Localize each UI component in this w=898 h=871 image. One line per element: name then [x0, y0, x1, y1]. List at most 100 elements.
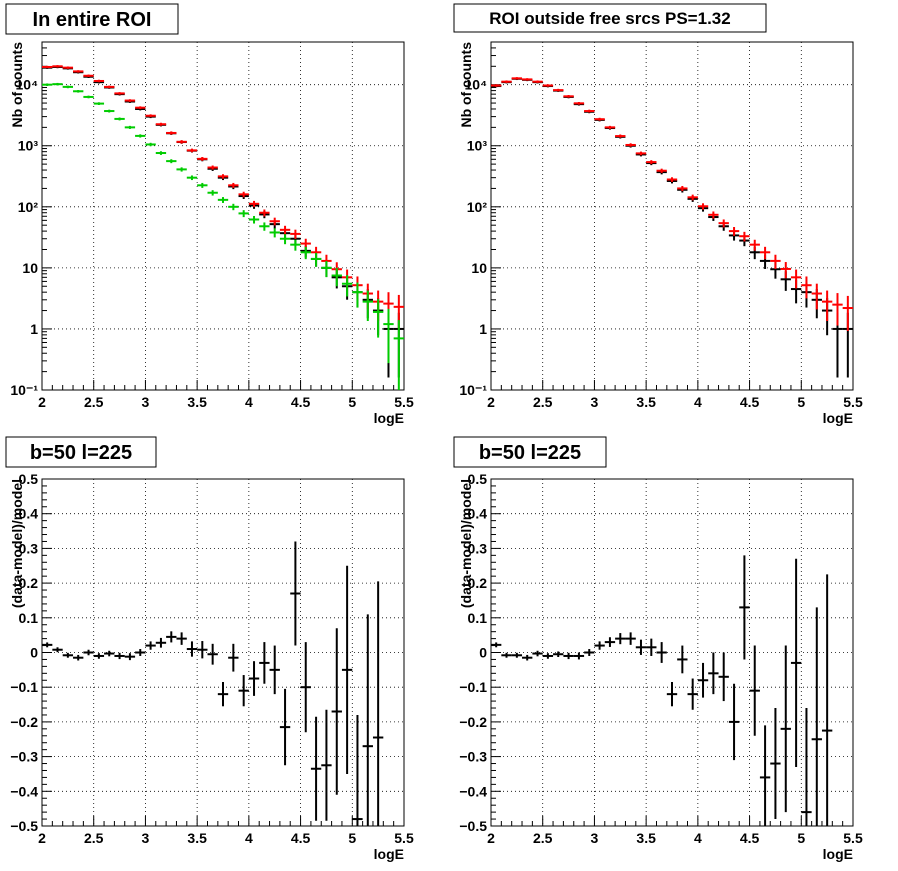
- data-point: [135, 649, 146, 656]
- data-point: [780, 645, 791, 813]
- data-point: [341, 275, 353, 297]
- y-tick-label: 10⁴: [465, 77, 488, 93]
- data-point: [300, 246, 311, 260]
- data-point: [73, 654, 84, 661]
- data-point: [372, 581, 384, 826]
- y-tick-label: 0.1: [19, 610, 39, 626]
- data-point: [93, 102, 105, 105]
- data-point: [300, 642, 311, 733]
- y-tick-label: 0.2: [19, 575, 39, 591]
- data-point: [248, 200, 260, 208]
- data-point: [821, 574, 833, 826]
- data-point: [708, 652, 719, 695]
- data-point: [749, 645, 760, 736]
- plot-frame: [490, 41, 854, 391]
- data-point: [42, 642, 53, 648]
- y-tick-label: 1: [30, 321, 38, 337]
- chart-title: ROI outside free srcs PS=1.32: [489, 9, 730, 28]
- data-point: [352, 714, 363, 826]
- data-point: [563, 95, 574, 98]
- data-point: [290, 239, 301, 251]
- data-point: [728, 227, 740, 236]
- chart-panel-3: 2 2.5 3 3.5 4 4.5 5 5.5 −0.5 −0.4 −0.3 −0.2 −0.1 0 0.1…: [5, 436, 414, 862]
- data-point: [310, 716, 322, 821]
- data-point: [573, 652, 585, 660]
- y-tick-label: 10⁴: [16, 77, 39, 93]
- x-tick-label: 4.5: [291, 830, 311, 846]
- data-point: [542, 84, 554, 87]
- data-point: [656, 168, 667, 173]
- y-tick-label: −0.5: [459, 818, 487, 834]
- data-point: [93, 79, 105, 83]
- data-point: [197, 157, 208, 161]
- data-point: [207, 165, 218, 170]
- series-1: [491, 555, 833, 826]
- x-tick-label: 4.5: [740, 394, 760, 410]
- data-point: [542, 653, 554, 659]
- data-point: [790, 558, 802, 768]
- data-point: [135, 106, 146, 110]
- y-tick-label: −0.3: [459, 749, 487, 765]
- data-point: [248, 661, 260, 696]
- data-point: [718, 652, 729, 702]
- series-2: [491, 77, 853, 331]
- data-point: [207, 190, 218, 196]
- data-point: [372, 299, 384, 338]
- x-tick-label: 3: [142, 830, 150, 846]
- data-point: [279, 225, 291, 235]
- chart-title-box: [453, 3, 767, 33]
- data-point: [780, 262, 791, 279]
- chart-title-box: [453, 436, 607, 468]
- data-point: [176, 140, 187, 144]
- x-tick-label: 5: [348, 394, 356, 410]
- x-tick-label: 4: [245, 394, 253, 410]
- x-tick-label: 3: [142, 394, 150, 410]
- chart-title-box: [5, 436, 157, 468]
- data-point: [532, 650, 543, 657]
- data-point: [259, 642, 270, 684]
- data-point: [718, 219, 729, 228]
- data-point: [310, 252, 322, 267]
- x-tick-label: 3.5: [636, 830, 656, 846]
- data-point: [728, 683, 740, 761]
- x-axis-label: logE: [823, 410, 853, 426]
- data-point: [290, 229, 301, 239]
- data-point: [352, 282, 363, 308]
- data-point: [362, 290, 373, 321]
- data-point: [52, 65, 63, 68]
- chart-title: In entire ROI: [33, 9, 152, 31]
- data-point: [635, 151, 647, 156]
- data-point: [511, 77, 523, 80]
- y-tick-label: 10³: [467, 138, 488, 154]
- x-tick-label: 3.5: [636, 394, 656, 410]
- data-point: [155, 122, 167, 126]
- series-1: [42, 541, 384, 826]
- data-point: [811, 283, 822, 310]
- data-point: [186, 641, 198, 657]
- data-point: [197, 641, 208, 659]
- data-point: [52, 82, 63, 86]
- data-point: [687, 678, 698, 710]
- data-point: [594, 641, 605, 650]
- data-point: [124, 99, 136, 102]
- data-point: [573, 102, 585, 105]
- data-point: [697, 662, 709, 698]
- data-point: [238, 210, 249, 218]
- y-tick-label: 1: [479, 321, 487, 337]
- x-tick-label: 2: [38, 394, 46, 410]
- x-tick-label: 5: [348, 830, 356, 846]
- y-tick-label: 10⁻¹: [459, 382, 487, 398]
- data-point: [259, 209, 270, 217]
- data-point: [511, 652, 523, 658]
- data-point: [656, 642, 667, 663]
- y-tick-label: 10: [471, 260, 487, 276]
- data-point: [279, 234, 291, 245]
- y-tick-label: 0.3: [468, 540, 488, 556]
- y-tick-label: 0: [479, 645, 487, 661]
- plot-frame: [41, 41, 405, 391]
- data-point: [238, 675, 249, 707]
- y-tick-label: −0.2: [10, 714, 38, 730]
- y-axis-label: (data-model)/model: [458, 479, 474, 608]
- data-point: [687, 194, 698, 201]
- data-point: [207, 643, 218, 665]
